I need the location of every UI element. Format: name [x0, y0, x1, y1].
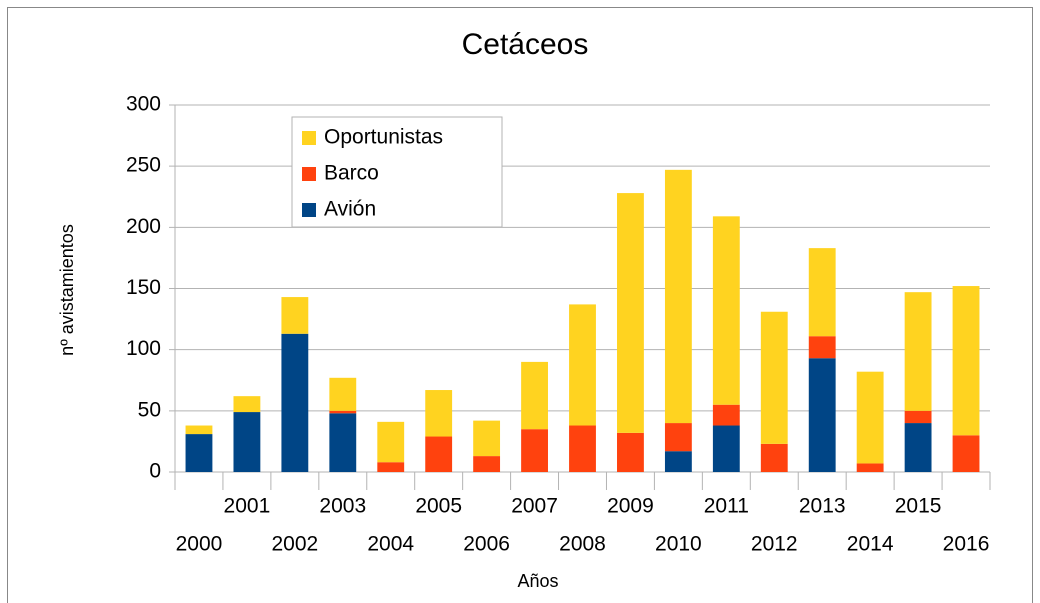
bar-segment: [760, 311, 788, 444]
bar-segment: [329, 413, 357, 472]
x-tick-label: 2000: [176, 533, 223, 556]
legend-swatch: [302, 131, 316, 145]
bar-segment: [808, 336, 836, 359]
x-tick-label: 2001: [224, 495, 271, 518]
bar-segment: [329, 377, 357, 411]
bar-segment: [904, 410, 932, 424]
y-tick-label: 100: [126, 337, 161, 360]
bar-segment: [281, 333, 309, 472]
bar-segment: [808, 358, 836, 472]
y-tick-label: 300: [126, 93, 161, 116]
legend-swatch: [302, 203, 316, 217]
bar-segment: [808, 248, 836, 337]
x-tick-label: 2008: [559, 533, 606, 556]
bar-segment: [712, 425, 740, 472]
bar-segment: [185, 434, 213, 472]
bar-segment: [377, 462, 405, 472]
y-tick-label: 200: [126, 215, 161, 238]
x-tick-label: 2011: [704, 495, 749, 518]
bar-segment: [664, 423, 692, 452]
x-tick-label: 2015: [895, 495, 942, 518]
x-tick-label: 2013: [799, 495, 846, 518]
legend-label: Oportunistas: [324, 126, 443, 149]
x-tick-label: 2016: [943, 533, 990, 556]
bar-segment: [904, 292, 932, 411]
legend-label: Avión: [324, 198, 376, 221]
bar-segment: [856, 371, 884, 464]
bar-segment: [233, 396, 261, 413]
bar-segment: [281, 297, 309, 334]
bar-segment: [233, 412, 261, 472]
bar-segment: [617, 193, 644, 433]
bar-segment: [952, 286, 980, 436]
bar-segment: [377, 421, 405, 463]
y-tick-label: 250: [126, 154, 161, 177]
x-tick-label: 2004: [367, 533, 414, 556]
x-tick-label: 2014: [847, 533, 894, 556]
chart-border: [7, 7, 1033, 603]
bar-segment: [185, 425, 213, 435]
legend-box: [291, 116, 503, 228]
y-tick-label: 50: [138, 398, 161, 421]
bar-segment: [569, 304, 596, 426]
x-tick-label: 2003: [319, 495, 366, 518]
x-tick-label: 2010: [655, 533, 702, 556]
bar-segment: [904, 423, 932, 472]
bar-segment: [664, 451, 692, 472]
bar-segment: [425, 436, 453, 472]
y-tick-label: 150: [126, 276, 161, 299]
x-tick-label: 2007: [511, 495, 558, 518]
bar-segment: [521, 361, 548, 430]
bar-segment: [664, 169, 692, 424]
bar-segment: [712, 404, 740, 426]
legend-swatch: [302, 167, 316, 181]
bar-segment: [617, 432, 644, 472]
bar-segment: [856, 463, 884, 472]
x-tick-label: 2012: [751, 533, 798, 556]
bar-segment: [425, 390, 453, 437]
bar-segment: [760, 443, 788, 472]
bar-segment: [473, 456, 501, 472]
y-tick-label: 0: [149, 460, 161, 483]
x-axis-label: Años: [517, 571, 558, 591]
y-axis-label: nº avistamientos: [57, 224, 77, 356]
bar-segment: [569, 425, 596, 472]
bar-segment: [473, 420, 501, 457]
bar-segment: [329, 410, 357, 414]
x-tick-label: 2006: [463, 533, 510, 556]
x-tick-label: 2002: [271, 533, 318, 556]
x-tick-label: 2005: [415, 495, 462, 518]
bar-segment: [712, 216, 740, 405]
bar-segment: [952, 435, 980, 472]
legend-label: Barco: [324, 162, 379, 185]
bar-segment: [521, 429, 548, 472]
chart-title: Cetáceos: [462, 28, 589, 61]
x-tick-label: 2009: [607, 495, 654, 518]
